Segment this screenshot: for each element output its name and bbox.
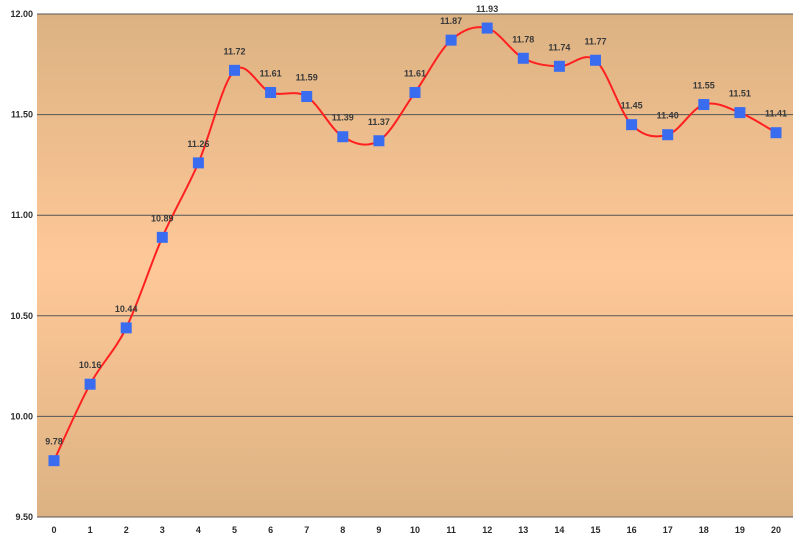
data-label: 11.59 xyxy=(296,72,318,82)
y-axis-ticks: 9.50 10.00 10.50 11.00 11.50 12.00 xyxy=(10,9,33,522)
x-tick-label: 6 xyxy=(268,525,273,535)
data-label: 11.45 xyxy=(621,101,643,111)
data-label: 11.39 xyxy=(332,113,354,123)
x-tick-label: 20 xyxy=(771,525,781,535)
data-label: 11.37 xyxy=(368,117,390,127)
x-tick-label: 11 xyxy=(446,525,456,535)
data-point xyxy=(265,86,277,98)
y-tick-label: 11.50 xyxy=(11,110,33,120)
x-tick-label: 7 xyxy=(304,525,309,535)
data-label: 10.44 xyxy=(115,304,138,314)
data-point xyxy=(553,60,565,72)
x-tick-label: 9 xyxy=(376,525,381,535)
data-point xyxy=(301,90,313,102)
data-point xyxy=(120,322,132,334)
y-tick-label: 11.00 xyxy=(11,210,33,220)
x-tick-label: 13 xyxy=(518,525,528,535)
x-tick-label: 12 xyxy=(482,525,492,535)
x-tick-label: 2 xyxy=(124,525,129,535)
data-label: 11.77 xyxy=(584,36,606,46)
data-point xyxy=(445,34,457,46)
data-point xyxy=(48,455,60,467)
data-label: 11.72 xyxy=(223,46,245,56)
data-point xyxy=(337,131,349,143)
x-tick-label: 3 xyxy=(160,525,165,535)
data-label: 11.51 xyxy=(729,89,751,99)
data-label: 11.74 xyxy=(548,42,570,52)
x-tick-label: 18 xyxy=(699,525,709,535)
x-tick-label: 16 xyxy=(627,525,637,535)
y-tick-label: 10.00 xyxy=(10,411,33,421)
data-point xyxy=(229,64,240,76)
data-point xyxy=(662,129,674,141)
data-point xyxy=(734,107,746,119)
x-tick-label: 1 xyxy=(88,525,93,535)
x-tick-label: 4 xyxy=(196,525,201,535)
x-tick-label: 15 xyxy=(590,525,600,535)
y-tick-label: 9.50 xyxy=(15,512,33,522)
x-tick-label: 19 xyxy=(735,525,745,535)
data-label: 11.93 xyxy=(476,4,498,14)
data-label: 11.41 xyxy=(765,109,787,119)
data-label: 11.26 xyxy=(187,139,209,149)
data-point xyxy=(192,157,204,169)
data-label: 11.61 xyxy=(404,68,426,78)
y-tick-label: 12.00 xyxy=(10,9,33,19)
x-tick-label: 8 xyxy=(340,525,345,535)
data-label: 9.78 xyxy=(45,437,63,447)
data-point xyxy=(698,99,710,111)
data-label: 11.78 xyxy=(512,34,534,44)
x-tick-label: 5 xyxy=(232,525,237,535)
data-point xyxy=(590,54,601,66)
data-label: 11.61 xyxy=(260,68,282,78)
data-label: 11.40 xyxy=(657,111,679,121)
data-point xyxy=(770,127,782,139)
data-point xyxy=(481,22,493,34)
data-point xyxy=(373,135,385,147)
data-label: 11.55 xyxy=(693,81,715,91)
data-label: 10.16 xyxy=(79,360,102,370)
series-markers xyxy=(48,22,782,467)
data-labels: 9.78 10.16 10.44 10.89 11.26 11.72 11.61 11.59 1… xyxy=(45,4,787,447)
grid-lines xyxy=(37,13,793,518)
x-tick-label: 14 xyxy=(554,525,564,535)
data-point xyxy=(84,378,96,390)
data-point xyxy=(156,231,168,243)
x-tick-label: 10 xyxy=(410,525,420,535)
x-tick-label: 17 xyxy=(663,525,673,535)
data-point xyxy=(517,52,529,64)
data-point xyxy=(409,86,421,98)
data-label: 10.89 xyxy=(151,213,174,223)
x-axis-ticks: 0 1 2 3 4 5 6 7 8 9 10 11 12 13 14 15 16 17 18 19 20 xyxy=(51,525,781,535)
data-label: 11.87 xyxy=(440,16,462,26)
x-tick-label: 0 xyxy=(51,525,56,535)
y-tick-label: 10.50 xyxy=(10,311,33,321)
data-point xyxy=(626,119,638,131)
